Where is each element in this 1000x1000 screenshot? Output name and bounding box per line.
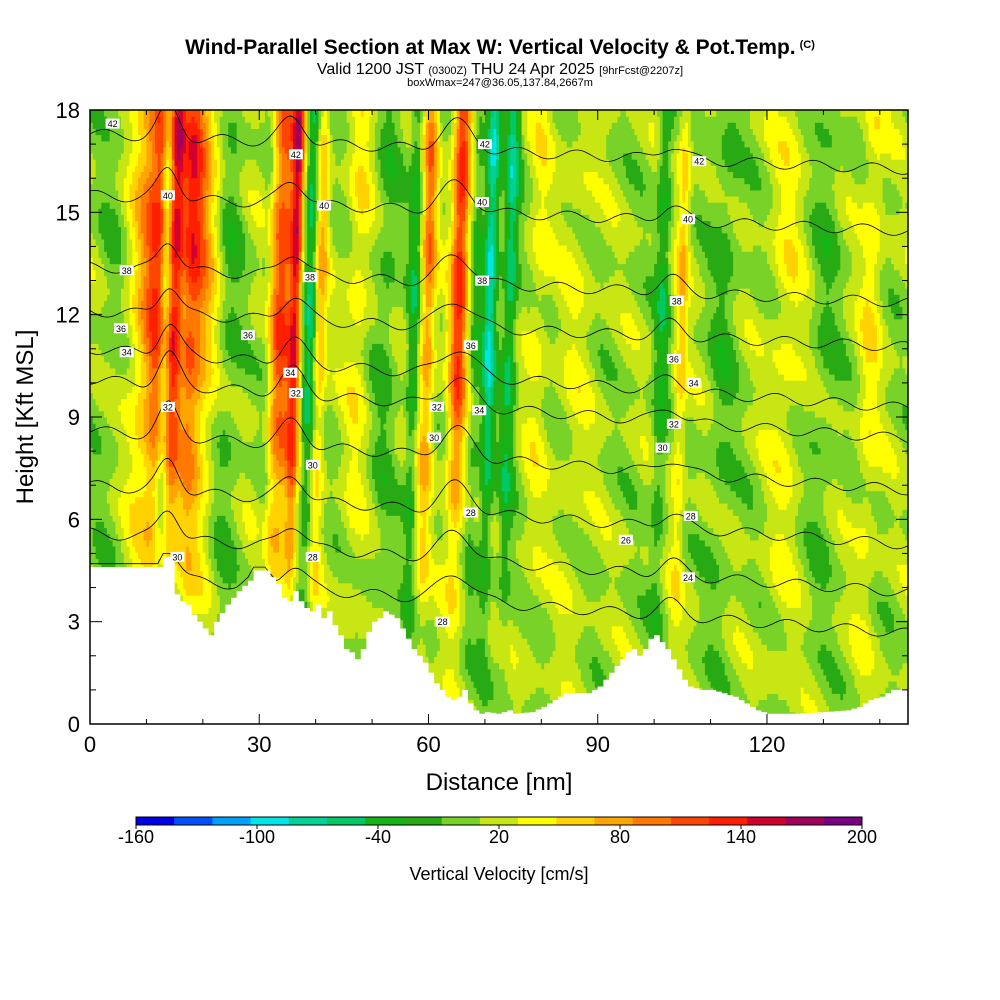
- theta-contour-label: 42: [289, 149, 303, 160]
- colorbar-swatch: [633, 817, 672, 825]
- x-tick-label: 60: [416, 732, 440, 757]
- colorbar-swatch: [824, 817, 863, 825]
- theta-contour-label: 36: [464, 340, 478, 351]
- theta-contour-label: 30: [306, 460, 320, 471]
- theta-contour-label: 40: [161, 190, 175, 201]
- colorbar-swatch: [747, 817, 786, 825]
- theta-contour-label: 28: [464, 508, 478, 519]
- y-tick-label: 18: [56, 98, 80, 123]
- colorbar-swatch: [556, 817, 595, 825]
- colorbar-swatch: [442, 817, 481, 825]
- colorbar-swatch: [251, 817, 290, 825]
- colorbar-label: Vertical Velocity [cm/s]: [409, 864, 588, 884]
- theta-contour-label: 30: [656, 443, 670, 454]
- theta-contour-label: 32: [430, 402, 444, 413]
- y-tick-label: 15: [56, 200, 80, 225]
- colorbar-swatch: [174, 817, 213, 825]
- vertical-velocity-field: [90, 104, 909, 725]
- theta-contour-label: 28: [684, 511, 698, 522]
- y-tick-label: 9: [68, 405, 80, 430]
- y-tick-label: 3: [68, 610, 80, 635]
- colorbar-tick-label: 20: [489, 827, 509, 847]
- y-tick-label: 0: [68, 712, 80, 737]
- theta-contour-label: 36: [241, 330, 255, 341]
- theta-contour-label: 32: [161, 402, 175, 413]
- colorbar-swatch: [709, 817, 748, 825]
- theta-contour-label: 28: [306, 552, 320, 563]
- theta-contour-label: 42: [692, 156, 706, 167]
- theta-contour-label: 32: [667, 419, 681, 430]
- colorbar-swatch: [595, 817, 634, 825]
- theta-contour-label: 36: [667, 354, 681, 365]
- theta-contour-label: 42: [478, 139, 492, 150]
- x-axis-label: Distance [nm]: [426, 769, 573, 796]
- colorbar-swatch: [289, 817, 328, 825]
- colorbar-swatch: [136, 817, 175, 825]
- colorbar-swatch: [786, 817, 825, 825]
- colorbar-swatch: [518, 817, 557, 825]
- y-tick-label: 6: [68, 507, 80, 532]
- x-tick-label: 90: [585, 732, 609, 757]
- theta-contour-label: 36: [114, 323, 128, 334]
- colorbar: -160 -100 -40 20 80 140 200: [118, 817, 877, 847]
- theta-contour-label: 30: [170, 552, 184, 563]
- x-tick-label: 30: [247, 732, 271, 757]
- colorbar-tick-label: 200: [847, 827, 877, 847]
- theta-contour-label: 40: [475, 197, 489, 208]
- colorbar-tick-label: 80: [610, 827, 630, 847]
- colorbar-tick-label: -100: [239, 827, 275, 847]
- theta-contour-label: 26: [619, 535, 633, 546]
- theta-contour-label: 40: [317, 201, 331, 212]
- theta-contour-label: 34: [120, 347, 134, 358]
- theta-contour-label: 34: [687, 378, 701, 389]
- x-tick-label: 0: [84, 732, 96, 757]
- theta-contour-label: 24: [681, 572, 695, 583]
- colorbar-tick-label: 140: [726, 827, 756, 847]
- y-tick-label: 12: [56, 303, 80, 328]
- colorbar-swatch: [365, 817, 404, 825]
- colorbar-tick-label: -160: [118, 827, 154, 847]
- colorbar-swatch: [480, 817, 519, 825]
- theta-contour-label: 38: [670, 296, 684, 307]
- theta-contour-label: 28: [436, 617, 450, 628]
- colorbar-tick-label: -40: [365, 827, 391, 847]
- theta-contour-label: 34: [283, 368, 297, 379]
- colorbar-swatch: [212, 817, 251, 825]
- theta-contour-label: 34: [472, 405, 486, 416]
- y-axis-label: Height [Kft MSL]: [12, 330, 39, 505]
- colorbar-swatch: [404, 817, 443, 825]
- theta-contour-label: 42: [106, 119, 120, 130]
- theta-contour-label: 38: [303, 272, 317, 283]
- x-tick-label: 120: [749, 732, 786, 757]
- theta-contour-label: 38: [120, 265, 134, 276]
- theta-contour-label: 38: [475, 276, 489, 287]
- theta-contour-label: 32: [289, 388, 303, 399]
- colorbar-swatch: [327, 817, 366, 825]
- theta-contour-label: 40: [681, 214, 695, 225]
- theta-contour-label: 30: [427, 433, 441, 444]
- colorbar-swatch: [671, 817, 710, 825]
